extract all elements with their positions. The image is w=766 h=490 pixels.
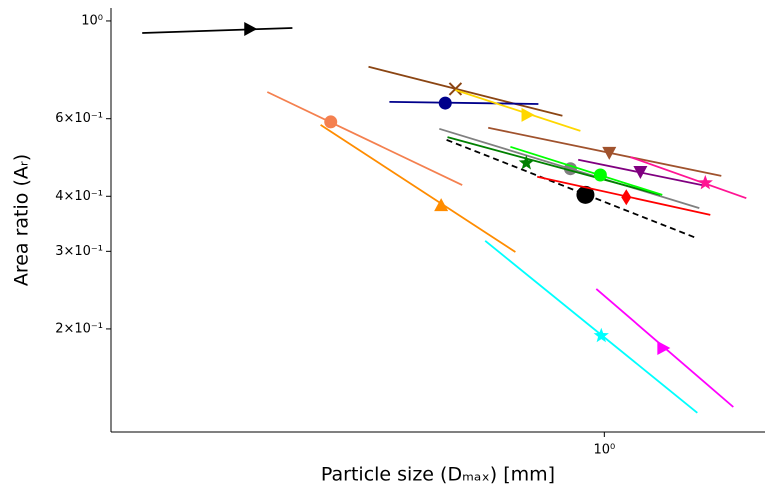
marker — [324, 115, 338, 129]
marker — [438, 96, 452, 110]
y-tick-label: 3×10⁻¹ — [55, 244, 103, 259]
series-line — [447, 136, 661, 196]
series-line — [484, 240, 698, 414]
y-tick-label: 2×10⁻¹ — [55, 321, 103, 336]
series-line — [630, 156, 747, 200]
series-line — [320, 124, 516, 253]
x-axis-label: Particle size (Dₘₐₓ) [mm] — [321, 464, 555, 486]
y-tick-label: 10⁰ — [81, 13, 103, 28]
marker — [518, 155, 534, 170]
marker — [593, 327, 609, 343]
marker — [244, 21, 258, 36]
series-line — [446, 139, 695, 239]
series-line — [142, 27, 293, 34]
series-line — [510, 145, 663, 196]
marker — [697, 174, 713, 190]
y-tick-label: 6×10⁻¹ — [55, 111, 103, 126]
marker — [448, 82, 463, 96]
y-axis-label: Area ratio (Aᵣ) — [11, 154, 33, 286]
series-line — [455, 89, 581, 132]
marker — [576, 185, 595, 204]
marker — [657, 341, 671, 356]
marker — [521, 107, 535, 122]
x-tick-label: 10⁰ — [593, 443, 615, 458]
series-line — [389, 101, 539, 105]
marker — [621, 189, 632, 206]
marker — [602, 146, 617, 160]
series-line — [266, 91, 463, 186]
series-line — [368, 65, 563, 117]
marker — [593, 168, 607, 182]
marker — [434, 198, 449, 212]
series-line — [488, 126, 722, 177]
marker — [633, 166, 648, 180]
y-tick-label: 4×10⁻¹ — [55, 189, 103, 204]
